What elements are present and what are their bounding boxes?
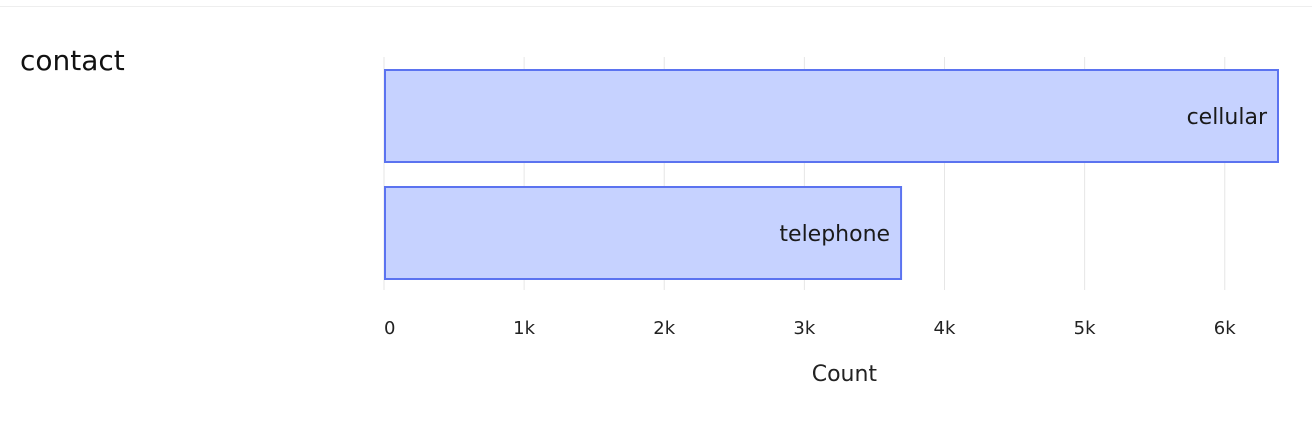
x-tick-label: 5k xyxy=(1074,318,1096,339)
field-title: contact xyxy=(20,44,125,77)
x-tick-label: 1k xyxy=(513,318,535,339)
bar-cellular[interactable] xyxy=(384,69,1279,163)
x-tick-labels: 0 1k 2k 3k 4k 5k 6k xyxy=(384,318,1236,339)
x-tick-label: 3k xyxy=(793,318,815,339)
x-axis-title: Count xyxy=(812,362,878,387)
bar-telephone[interactable] xyxy=(384,186,903,280)
top-divider xyxy=(0,6,1312,7)
bar-label-cellular: cellular xyxy=(1187,105,1268,130)
x-tick-label: 6k xyxy=(1214,318,1236,339)
bar-label-telephone: telephone xyxy=(779,222,890,247)
x-tick-label: 2k xyxy=(653,318,675,339)
bars: cellular telephone xyxy=(384,69,1279,280)
x-tick-label: 4k xyxy=(934,318,956,339)
x-tick-label: 0 xyxy=(384,318,395,339)
